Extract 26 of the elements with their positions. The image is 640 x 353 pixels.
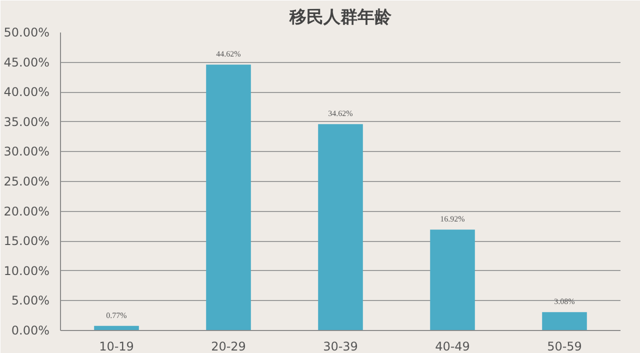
data-label: 34.62%	[328, 109, 354, 118]
y-tick-label: 0.00%	[11, 324, 50, 338]
y-tick-label: 20.00%	[4, 204, 50, 218]
y-tick-label: 40.00%	[4, 85, 50, 100]
y-tick-label: 25.00%	[4, 174, 50, 188]
x-tick-label: 50-59	[547, 340, 582, 353]
y-tick-label: 45.00%	[4, 55, 50, 70]
x-tick-label: 40-49	[435, 340, 470, 353]
y-tick-label: 35.00%	[4, 114, 50, 129]
data-label: 3.08%	[554, 297, 576, 306]
data-label: 44.62%	[216, 50, 242, 59]
y-tick-label: 15.00%	[4, 234, 50, 248]
y-tick-label: 50.00%	[4, 26, 50, 40]
bar	[430, 230, 475, 330]
bar	[542, 312, 587, 330]
bar	[206, 64, 251, 330]
x-tick-label: 10-19	[99, 340, 134, 353]
bar	[318, 124, 363, 330]
y-tick-label: 5.00%	[11, 294, 50, 308]
y-tick-label: 10.00%	[4, 264, 50, 278]
x-tick-label: 20-29	[211, 340, 246, 353]
data-label: 0.77%	[106, 310, 128, 320]
y-tick-label: 30.00%	[4, 144, 50, 159]
data-label: 16.92%	[440, 214, 466, 224]
chart-title: 移民人群年龄	[288, 8, 392, 28]
x-tick-label: 30-39	[323, 340, 358, 353]
